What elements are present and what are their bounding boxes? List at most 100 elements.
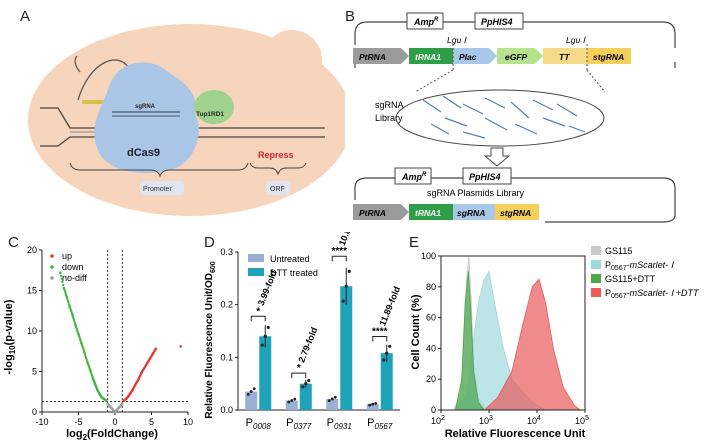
ptrna-label-top: PtRNA (359, 52, 386, 62)
his-box-top (474, 12, 524, 30)
volcano-point-down (66, 299, 70, 303)
volcano-point-down (63, 290, 67, 293)
bar-category-label: P0567 (367, 417, 393, 431)
stgrna-label-top: stgRNA (593, 52, 624, 62)
volcano-legend-marker (50, 276, 54, 280)
volcano-legend-label: down (62, 262, 84, 272)
bar-y-tick-label: 0.0 (220, 405, 233, 415)
volcano-x-tick-label: 5 (149, 417, 154, 427)
bar-dot (371, 402, 375, 406)
dcas9-blob (94, 62, 199, 174)
stgrna-part-top (587, 48, 631, 64)
bar-dot (249, 390, 253, 393)
bar-dot (307, 378, 311, 383)
bar-dtt-treated (299, 383, 312, 410)
volcano-point-up (179, 345, 182, 348)
hist-legend-swatch (591, 288, 601, 297)
bar-untreated (326, 398, 339, 410)
promoter-label: Promoter (143, 186, 172, 193)
bar-legend-swatch (248, 254, 264, 262)
histogram-plot: 0 20 40 60 80 100 102 103 104 105 GS115 P0567-mScar… (410, 246, 700, 440)
tup1rd1-blob (194, 90, 234, 124)
bar-y-tick-label: 0.2 (220, 300, 233, 310)
volcano-point-down (84, 354, 87, 358)
volcano-point-down (64, 292, 67, 295)
orf-box (266, 181, 290, 195)
stgrna-label-bottom: stgRNA (500, 208, 531, 218)
volcano-point-down (81, 345, 84, 348)
hist-legend-swatch (591, 260, 601, 269)
volcano-legend-marker (50, 265, 54, 269)
bar-dot (388, 344, 392, 348)
cell-bud (262, 30, 322, 90)
volcano-point-no-diff (121, 402, 124, 406)
bar-dot (330, 397, 334, 401)
promoter-bracket (69, 162, 249, 178)
bar-sig-label: **** (331, 246, 347, 257)
sgrna-seed (82, 100, 118, 104)
hist-y-tick-label: 0 (431, 405, 436, 415)
volcano-point-down (60, 277, 63, 280)
volcano-point-down (84, 356, 88, 360)
dcas9-label: dCas9 (127, 147, 160, 159)
bar-sig-bracket (250, 315, 266, 322)
bar-fold-label: 11.89-fold (377, 285, 402, 327)
his-box-bottom (462, 167, 512, 185)
bar-dot (246, 392, 250, 396)
volcano-point-down (72, 318, 76, 321)
bar-sig-bracket (331, 255, 347, 262)
panel-label-b: B (345, 8, 356, 25)
orf-label: ORF (270, 186, 285, 193)
bar-sig-label: * (256, 306, 260, 317)
volcano-point-down (75, 325, 78, 329)
tt-label-top: TT (559, 52, 570, 62)
sgrna-label-bottom: sgRNA (457, 208, 485, 218)
bar-dot (341, 299, 345, 303)
his-label-bottom: PpHIS4 (469, 172, 501, 182)
panel-label-a: A (20, 8, 31, 25)
hist-legend-swatch (591, 274, 601, 283)
repress-label: Repress (258, 150, 294, 160)
trna1-label-top: tRNA1 (415, 52, 441, 62)
amp-label-bottom: AmpR (401, 172, 427, 182)
panel-label-d: D (204, 234, 215, 251)
ptrna-part-top (353, 48, 409, 64)
hist-x-tick-label: 103 (479, 415, 493, 426)
hist-legend-label: GS115 (605, 246, 632, 256)
bar-category-label: P0377 (286, 417, 312, 431)
panel-a: A sgRNA dCas9 Tup1RD1 Promoter ORF Repre… (0, 0, 345, 230)
bar-dot (287, 400, 291, 404)
hist-legend-label: GS115+DTT (605, 274, 656, 284)
bar-dtt-treated (340, 286, 353, 410)
bar-untreated (366, 404, 379, 410)
bar-y-tick-label: 0.3 (220, 247, 233, 257)
volcano-point-down (90, 374, 94, 377)
bar-sig-label: * (297, 363, 301, 374)
bar-category-label: P0008 (246, 417, 272, 431)
library-label-line2: Library (375, 113, 403, 123)
amp-box-bottom (394, 167, 432, 185)
volcano-y-tick-label: 15 (27, 286, 37, 296)
bar-dot (333, 395, 337, 399)
egfp-label-top: eGFP (505, 52, 528, 62)
bar-fold-label: 2.79-fold (296, 326, 319, 364)
lgu-label-2: Lgu Ⅰ (566, 35, 587, 45)
hist-area (483, 278, 581, 411)
volcano-point-down (59, 271, 62, 274)
volcano-point-down (70, 310, 73, 314)
volcano-point-down (85, 358, 88, 361)
stgrna-part-bottom (495, 204, 539, 220)
tup1rd1-label: Tup1RD1 (196, 111, 224, 118)
hist-x-tick-label: 105 (575, 415, 589, 426)
bar-dot (293, 397, 297, 401)
ptrna-part-bottom (353, 204, 409, 220)
volcano-point-down (90, 372, 93, 375)
volcano-x-tick-label: 10 (183, 417, 193, 427)
volcano-point-down (73, 320, 76, 323)
bar-dot (290, 399, 294, 402)
volcano-point-down (68, 303, 71, 306)
bar-sig-bracket (372, 335, 388, 342)
volcano-point-down (71, 314, 74, 317)
hist-y-tick-label: 100 (421, 251, 436, 261)
bar-dot (368, 403, 372, 407)
